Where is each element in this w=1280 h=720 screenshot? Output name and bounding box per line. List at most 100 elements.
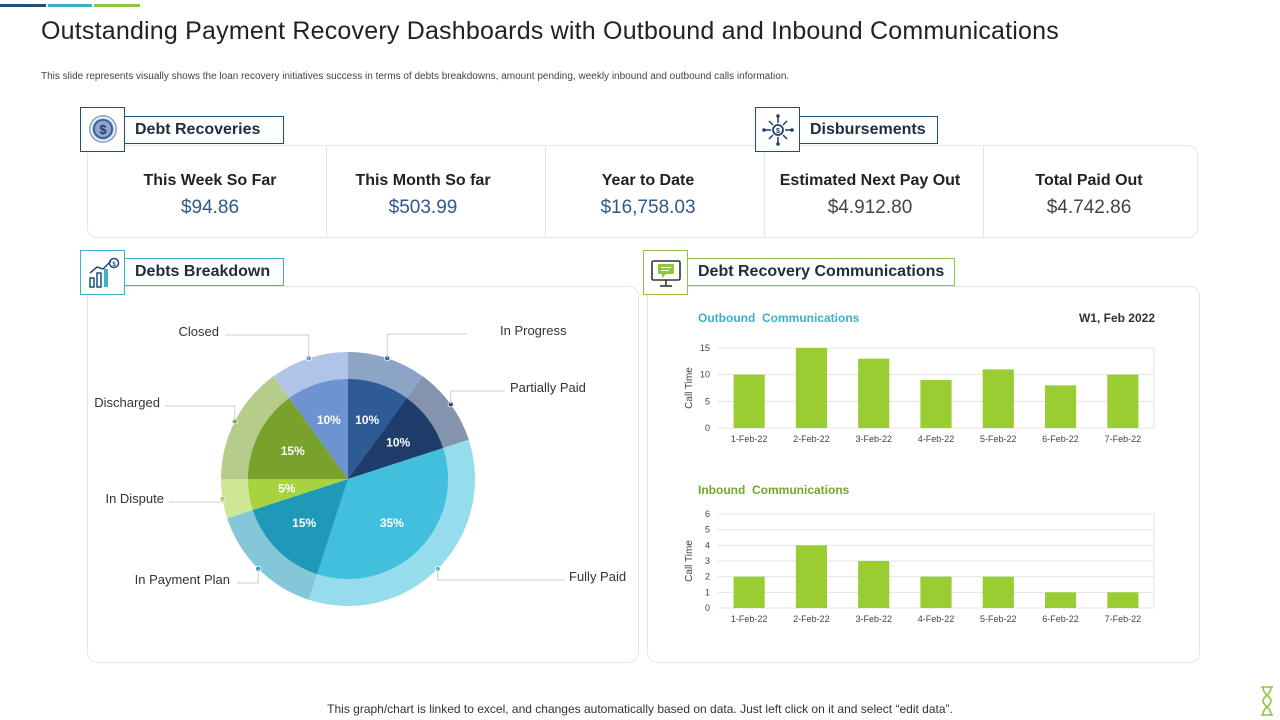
- bar: [982, 369, 1014, 428]
- pie-legend-label: In Progress: [500, 323, 567, 338]
- y-tick-label: 0: [705, 423, 710, 433]
- bar: [733, 576, 765, 608]
- pie-slice: [248, 479, 348, 510]
- inbound-title: Inbound Communications: [698, 483, 850, 497]
- y-tick-label: 6: [705, 509, 710, 519]
- disbursements-icon-box: $: [755, 107, 800, 152]
- pie-legend-label: Discharged: [94, 395, 160, 410]
- y-tick-label: 5: [705, 525, 710, 535]
- x-tick-label: 6-Feb-22: [1042, 434, 1079, 444]
- stat-divider: [983, 145, 984, 237]
- stat-value: $4.912.80: [827, 197, 913, 218]
- stat-total-paid: Total Paid Out $4.742.86: [984, 145, 1194, 237]
- stat-label: This Month So far: [355, 172, 491, 189]
- x-tick-label: 5-Feb-22: [980, 614, 1017, 624]
- y-tick-label: 4: [705, 540, 710, 550]
- pie-leader-line: [165, 405, 236, 422]
- outbound-bar-chart: 0 5 10 15 Call Time 1-Feb-22 2-Feb-22 3-Feb-22 4…: [684, 343, 1155, 444]
- y-tick-label: 15: [700, 343, 710, 353]
- bar: [1107, 592, 1139, 608]
- pie-legend-label: In Dispute: [105, 491, 164, 506]
- stat-label: This Week So Far: [143, 172, 277, 189]
- y-axis-label: Call Time: [684, 540, 695, 582]
- stats-card: [87, 145, 1198, 238]
- x-tick-label: 7-Feb-22: [1105, 434, 1142, 444]
- x-tick-label: 4-Feb-22: [918, 434, 955, 444]
- x-tick-label: 1-Feb-22: [731, 614, 768, 624]
- bar: [858, 358, 890, 428]
- pie-leader-line: [169, 498, 224, 503]
- bar: [1107, 374, 1139, 428]
- stat-value: $4.742.86: [1046, 197, 1132, 218]
- bar: [1045, 592, 1077, 608]
- stat-label: Estimated Next Pay Out: [779, 172, 961, 189]
- x-tick-label: 6-Feb-22: [1042, 614, 1079, 624]
- svg-text:$: $: [99, 122, 107, 137]
- disbursements-header: Disbursements: [799, 116, 938, 144]
- pie-slice: [289, 379, 348, 479]
- bar: [1045, 385, 1077, 428]
- hourglass-icon: [1261, 686, 1273, 716]
- x-tick-label: 3-Feb-22: [855, 614, 892, 624]
- outbound-title: Outbound Communications: [698, 311, 860, 325]
- stat-divider: [326, 145, 327, 237]
- stat-label: Year to Date: [601, 172, 695, 189]
- pie-slice: [248, 398, 348, 479]
- pie-data-label: 15%: [292, 516, 316, 530]
- bar-growth-icon: $: [89, 257, 120, 288]
- pie-legend-label: In Payment Plan: [135, 572, 230, 587]
- pie-data-label: 10%: [386, 436, 410, 450]
- pie-leader-line: [386, 333, 467, 359]
- y-tick-label: 5: [705, 396, 710, 406]
- y-tick-label: 0: [705, 603, 710, 613]
- pie-data-label: 10%: [355, 413, 379, 427]
- pie-slice: [252, 479, 348, 575]
- stat-year-to-date: Year to Date $16,758.03: [546, 145, 750, 237]
- stat-divider: [764, 145, 765, 237]
- page-title: Outstanding Payment Recovery Dashboards …: [41, 17, 1059, 45]
- stat-value: $94.86: [180, 197, 240, 218]
- stat-next-payout: Estimated Next Pay Out $4.912.80: [765, 145, 975, 237]
- week-date-label: W1, Feb 2022: [1078, 311, 1155, 325]
- y-tick-label: 2: [705, 572, 710, 582]
- inbound-bar-chart: 0 1 2 3 4 5 6 Call Time 1-Feb-22 2-Feb-22 3-Feb-22…: [684, 509, 1155, 624]
- stat-this-month: This Month So far $503.99: [327, 145, 519, 237]
- pie-leader-line: [225, 334, 310, 359]
- pie-slice: [348, 398, 444, 479]
- svg-text:$: $: [112, 262, 116, 268]
- x-tick-label: 3-Feb-22: [855, 434, 892, 444]
- debts-breakdown-pie-chart: 10% In Progress 10% Partially Paid 35% Fully …: [94, 323, 626, 606]
- bar: [858, 561, 890, 608]
- top-accent-bars: [0, 4, 140, 7]
- debts-breakdown-icon-box: $: [80, 250, 125, 295]
- y-tick-label: 10: [700, 370, 710, 380]
- communications-icon-box: [643, 250, 688, 295]
- x-tick-label: 1-Feb-22: [731, 434, 768, 444]
- pie-data-label: 15%: [281, 444, 305, 458]
- stat-divider: [545, 145, 546, 237]
- x-tick-label: 2-Feb-22: [793, 614, 830, 624]
- pie-data-label: 5%: [278, 482, 296, 496]
- y-axis-label: Call Time: [684, 367, 695, 409]
- pie-leader-line: [450, 390, 505, 405]
- pie-leader-line: [237, 568, 259, 584]
- bar: [920, 576, 952, 608]
- x-tick-label: 7-Feb-22: [1105, 614, 1142, 624]
- debt-recoveries-icon-box: $: [80, 107, 125, 152]
- pie-leader-line: [437, 568, 565, 581]
- communications-header: Debt Recovery Communications: [687, 258, 955, 286]
- pie-slice: [348, 379, 407, 479]
- pie-legend-label: Closed: [179, 324, 219, 339]
- pie-data-label: 10%: [317, 413, 341, 427]
- x-tick-label: 5-Feb-22: [980, 434, 1017, 444]
- page-subtitle: This slide represents visually shows the…: [41, 71, 790, 82]
- money-distribution-icon: $: [762, 114, 794, 146]
- debt-recoveries-header: Debt Recoveries: [124, 116, 284, 144]
- footer-note: This graph/chart is linked to excel, and…: [327, 702, 953, 716]
- bar: [920, 380, 952, 428]
- dollar-coin-icon: $: [89, 115, 117, 143]
- pie-slice: [317, 448, 448, 579]
- x-tick-label: 4-Feb-22: [918, 614, 955, 624]
- pie-legend-label: Fully Paid: [569, 569, 626, 584]
- stat-value: $16,758.03: [600, 197, 696, 218]
